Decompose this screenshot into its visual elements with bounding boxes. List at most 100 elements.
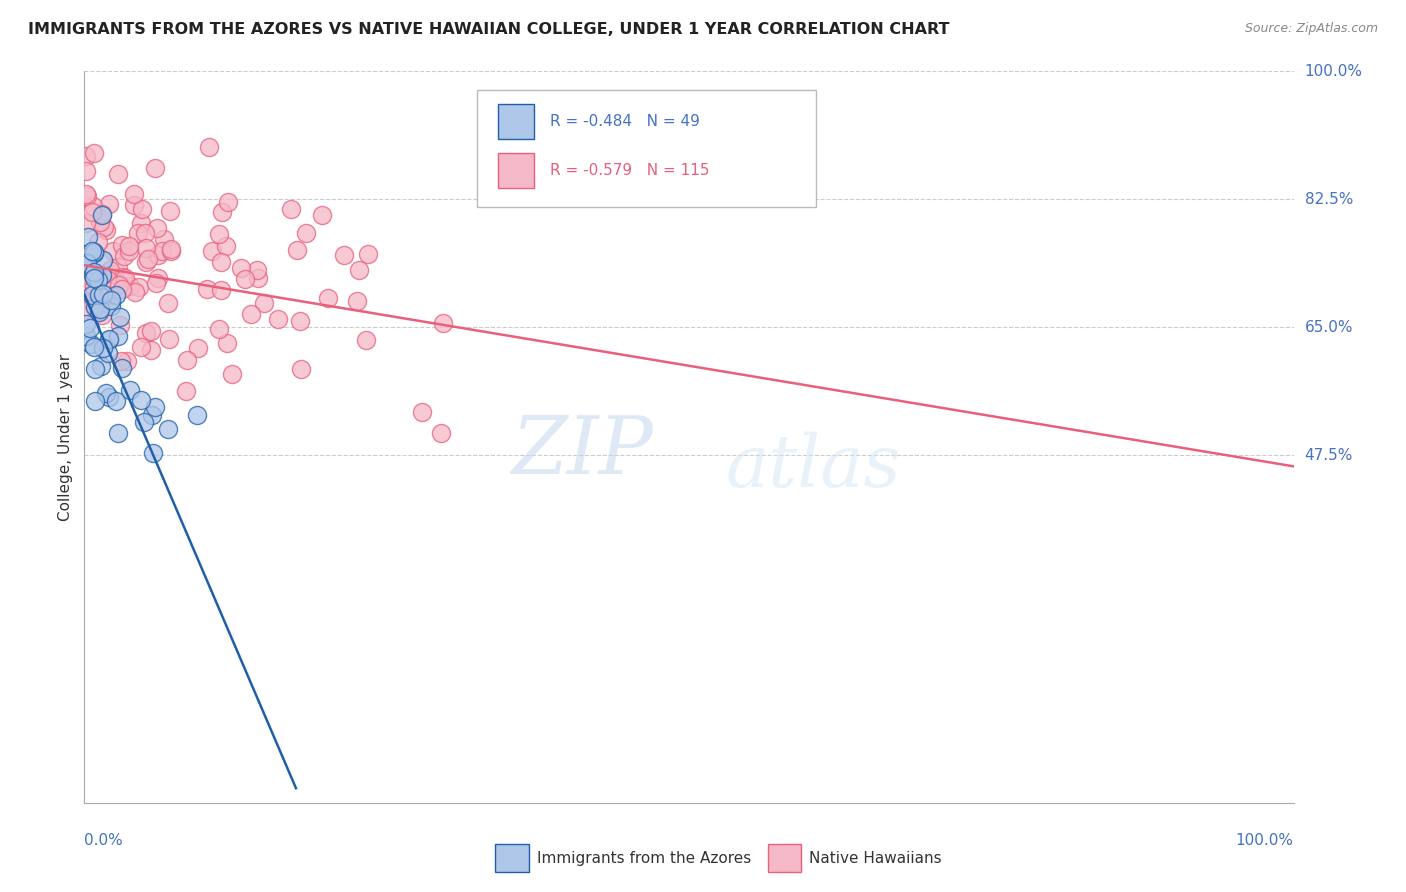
Point [90, 268, 112, 282]
Point [89, 305, 111, 319]
Point [82, 199, 104, 213]
Point [83, 278, 105, 293]
Point [145, 276, 167, 290]
Point [93, 287, 115, 301]
Point [208, 322, 231, 336]
Point [91, 341, 114, 355]
Point [103, 271, 125, 285]
Point [135, 241, 157, 255]
Point [143, 400, 166, 414]
Text: 0.0%: 0.0% [84, 833, 124, 848]
Point [136, 252, 159, 266]
Point [87, 271, 110, 285]
Point [285, 243, 308, 257]
Point [76, 189, 98, 203]
Point [80, 244, 103, 258]
Point [128, 280, 150, 294]
Point [231, 261, 253, 276]
Point [107, 277, 129, 292]
Point [90, 208, 112, 222]
Text: 47.5%: 47.5% [1305, 448, 1353, 463]
Point [83, 299, 105, 313]
Point [146, 248, 169, 262]
Point [157, 332, 180, 346]
Text: 65.0%: 65.0% [1305, 320, 1353, 334]
Point [89, 302, 111, 317]
Point [280, 202, 302, 217]
Point [75, 164, 97, 178]
Point [316, 291, 339, 305]
Point [148, 271, 170, 285]
Point [87, 288, 110, 302]
Point [93, 281, 115, 295]
Point [142, 446, 165, 460]
Point [246, 271, 269, 285]
Point [186, 409, 208, 423]
Point [91, 308, 114, 322]
Point [98, 197, 121, 211]
Point [117, 354, 139, 368]
Point [176, 353, 198, 368]
Text: Native Hawaiians: Native Hawaiians [808, 851, 941, 866]
Text: 100.0%: 100.0% [1236, 833, 1294, 848]
Point [107, 425, 129, 440]
Point [75, 250, 97, 264]
Point [127, 226, 149, 240]
Point [131, 202, 153, 216]
Point [159, 243, 181, 257]
Point [110, 353, 132, 368]
Point [82, 267, 104, 281]
Text: Source: ZipAtlas.com: Source: ZipAtlas.com [1244, 22, 1378, 36]
Point [111, 238, 134, 252]
Point [211, 205, 233, 219]
Point [75, 329, 97, 343]
Point [83, 271, 105, 285]
Point [77, 303, 100, 318]
Text: atlas: atlas [725, 431, 901, 501]
Point [76, 291, 98, 305]
Point [107, 167, 129, 181]
Point [94, 385, 117, 400]
Point [91, 272, 114, 286]
Point [195, 282, 218, 296]
Y-axis label: College, Under 1 year: College, Under 1 year [58, 353, 73, 521]
Point [108, 310, 131, 325]
Point [101, 244, 124, 259]
Point [84, 362, 107, 376]
Point [75, 276, 97, 290]
Point [429, 426, 451, 441]
Point [411, 405, 433, 419]
Point [97, 273, 120, 287]
Point [347, 263, 370, 277]
Point [246, 262, 269, 277]
Point [91, 291, 114, 305]
Text: IMMIGRANTS FROM THE AZORES VS NATIVE HAWAIIAN COLLEGE, UNDER 1 YEAR CORRELATION : IMMIGRANTS FROM THE AZORES VS NATIVE HAW… [28, 22, 949, 37]
Point [80, 287, 103, 301]
Point [432, 316, 454, 330]
Point [134, 226, 156, 240]
Point [333, 247, 356, 261]
Point [129, 392, 152, 407]
Bar [498, 103, 534, 138]
Point [83, 300, 105, 314]
Point [346, 293, 368, 308]
Point [288, 314, 311, 328]
Point [83, 246, 105, 260]
Point [105, 288, 128, 302]
Point [87, 273, 110, 287]
Point [111, 270, 134, 285]
Point [141, 343, 163, 357]
Point [105, 394, 128, 409]
Point [112, 249, 135, 263]
Point [110, 318, 132, 332]
Point [83, 265, 105, 279]
Point [357, 246, 380, 260]
Point [75, 187, 97, 202]
Point [209, 254, 232, 268]
Point [75, 263, 97, 277]
Point [143, 161, 166, 175]
Bar [768, 845, 801, 872]
Point [83, 340, 105, 354]
Point [124, 186, 146, 201]
Point [129, 216, 152, 230]
